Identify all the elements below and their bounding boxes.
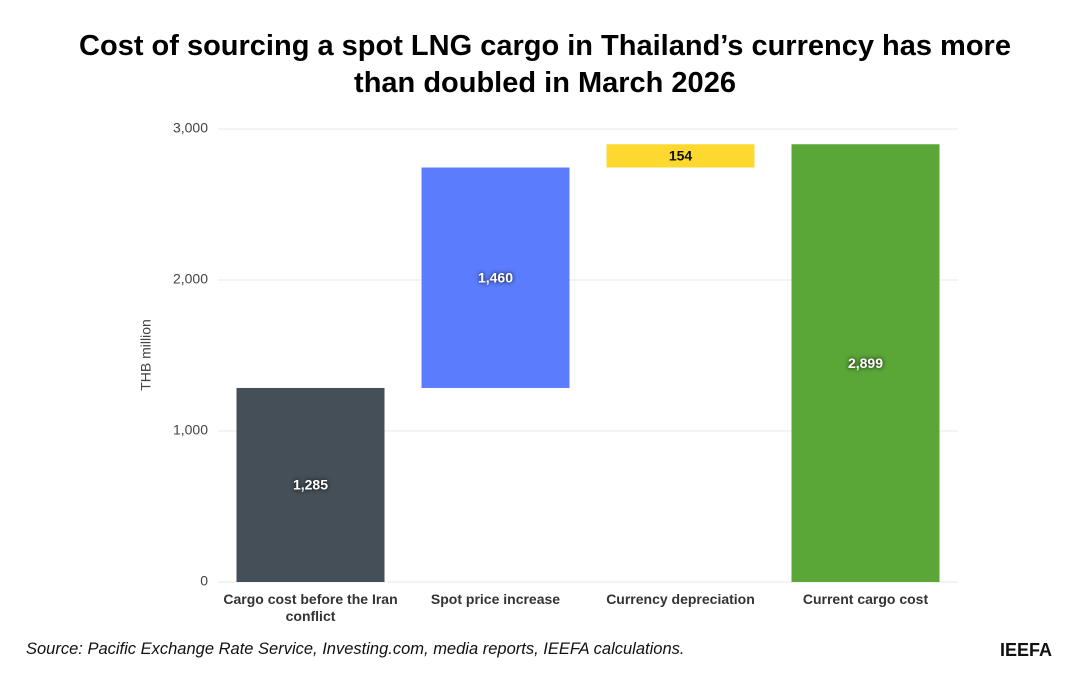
- bar: [606, 144, 755, 168]
- x-tick-label: Currency depreciation: [606, 591, 755, 607]
- bar: [421, 167, 570, 388]
- value-label: 1,460: [478, 269, 513, 285]
- y-tick-label: 3,000: [173, 120, 208, 136]
- value-label: 154: [669, 148, 693, 164]
- bar: [791, 144, 940, 582]
- chart-title: Cost of sourcing a spot LNG cargo in Tha…: [79, 30, 1011, 99]
- y-tick-label: 0: [200, 573, 208, 589]
- value-label: 1,285: [293, 477, 328, 493]
- source-note: Source: Pacific Exchange Rate Service, I…: [26, 640, 685, 658]
- bar: [236, 387, 385, 582]
- x-tick-label: Current cargo cost: [802, 591, 929, 607]
- y-axis-label: THB million: [138, 319, 154, 391]
- value-label: 2,899: [848, 355, 883, 371]
- y-tick-label: 1,000: [173, 422, 208, 438]
- x-tick-label: Spot price increase: [430, 591, 561, 607]
- y-tick-label: 2,000: [173, 271, 208, 287]
- x-tick-label: Cargo cost before the Iran conflict: [223, 591, 398, 624]
- brand: IEEFA: [999, 640, 1052, 660]
